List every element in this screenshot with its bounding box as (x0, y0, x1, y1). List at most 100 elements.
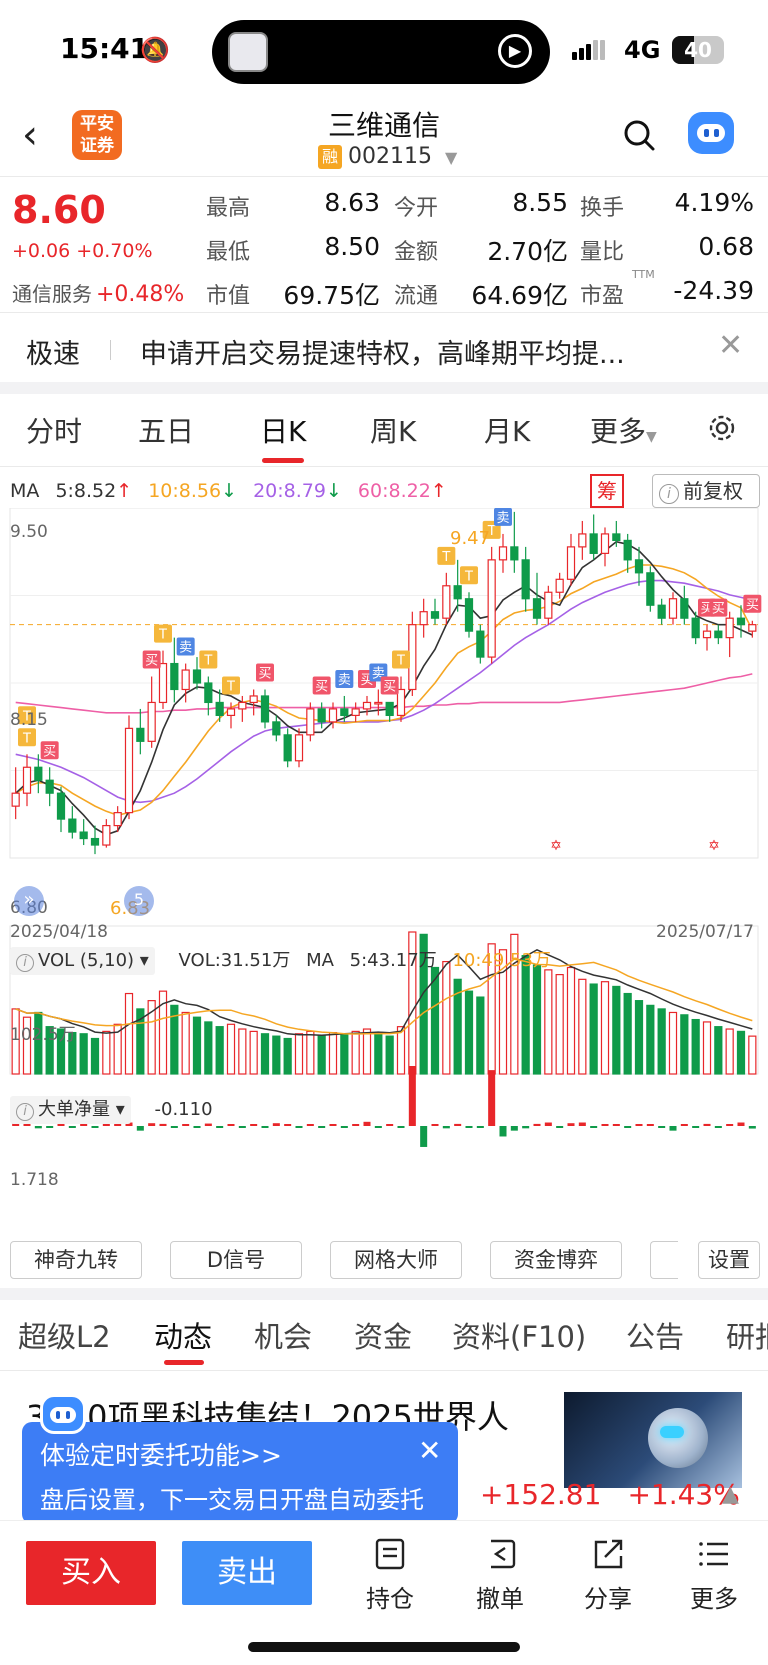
d-signal-button[interactable]: D信号 (170, 1241, 302, 1279)
assistant-robot-icon[interactable] (688, 112, 734, 154)
ma10-line (15, 564, 754, 817)
big-order-bar (748, 1126, 756, 1129)
share-button[interactable]: 分享 (568, 1537, 648, 1614)
tab-daily-k[interactable]: 日K (260, 415, 307, 448)
big-order-bar (454, 1123, 462, 1126)
signal-tag-label: T (464, 569, 473, 584)
tab-f10[interactable]: 资料(F10) (452, 1320, 587, 1354)
active-tab-indicator (164, 1360, 204, 1365)
candle (45, 779, 54, 794)
quote-value: 69.75亿 (283, 281, 380, 310)
big-order-bar (159, 1123, 167, 1126)
chip-distribution-button[interactable]: 筹 (590, 474, 624, 508)
vol-ma-label: MA (306, 950, 334, 971)
stock-code-selector[interactable]: 融 002115 ▼ (318, 144, 457, 169)
share-icon (594, 1539, 623, 1569)
divider (0, 1370, 768, 1371)
big-order-bar (102, 1124, 110, 1126)
divider (0, 312, 768, 313)
big-order-bar (227, 1124, 235, 1126)
more-label: 更多 (690, 1585, 738, 1613)
big-order-bar (397, 1126, 405, 1128)
section-gap (0, 382, 768, 394)
big-order-indicator-selector[interactable]: i 大单净量 ▾ (10, 1096, 131, 1124)
signal-tag-label: T (396, 654, 405, 669)
candle (351, 708, 360, 717)
grid-master-button[interactable]: 网格大师 (330, 1241, 462, 1279)
volume-indicator-selector[interactable]: i VOL (5,10) ▾ (10, 947, 155, 975)
big-order-bar (250, 1124, 258, 1126)
candle (487, 559, 496, 658)
adjustment-selector[interactable]: i 前复权 (652, 474, 760, 508)
tab-intraday[interactable]: 分时 (26, 415, 83, 448)
positions-button[interactable]: 持仓 (350, 1537, 430, 1614)
close-icon[interactable]: ✕ (718, 328, 744, 363)
volume-bar (317, 1035, 326, 1075)
magic-nine-button[interactable]: 神奇九转 (10, 1241, 142, 1279)
settings-button[interactable]: 设置 (698, 1241, 760, 1279)
candle (22, 766, 32, 794)
big-order-label: 大单净量 (38, 1099, 110, 1120)
index-change-row[interactable]: +152.81 +1.43% (480, 1478, 740, 1511)
volume-ma-line (15, 948, 753, 1036)
ma60-value: 60:8.22↑ (357, 480, 447, 502)
capital-game-button[interactable]: 资金博弈 (490, 1241, 622, 1279)
tip-title[interactable]: 体验定时委托功能>> (40, 1441, 282, 1470)
tab-news[interactable]: 动态 (154, 1320, 213, 1354)
ma10-value: 10:8.56↓ (148, 480, 238, 502)
expand-left-icon[interactable]: » (14, 886, 44, 916)
kline-chart[interactable]: TT买T买卖TT买买卖买卖买TTTT卖T买买买✡✡ (0, 508, 768, 1238)
chevron-up-icon[interactable]: ▲ (722, 1482, 739, 1507)
signal-tag (460, 566, 478, 585)
tab-monthly-k[interactable]: 月K (484, 415, 531, 448)
network-label: 4G (624, 36, 661, 64)
tab-research[interactable]: 研报 (726, 1320, 768, 1354)
more-button[interactable]: 更多 (674, 1537, 754, 1614)
search-icon[interactable] (622, 118, 656, 152)
partial-tool-button[interactable] (650, 1241, 678, 1279)
tab-more-label: 更多 (590, 415, 647, 448)
sell-button[interactable]: 卖出 (182, 1541, 312, 1605)
ttm-superscript: TTM (632, 268, 655, 281)
signal-tag (199, 650, 218, 669)
event-star-icon: ✡ (550, 838, 562, 854)
assistant-robot-icon[interactable] (40, 1394, 86, 1434)
volume-bar (566, 966, 576, 1075)
speed-notice-bar[interactable]: 极速 申请开启交易提速特权，高峰期平均提... ✕ (0, 310, 768, 382)
bottom-action-bar: 买入 卖出 持仓 撤单 分享 更多 (0, 1520, 768, 1665)
broker-logo[interactable]: 平安 证券 (72, 110, 122, 160)
candle (170, 662, 179, 691)
tab-super-l2[interactable]: 超级L2 (18, 1320, 111, 1354)
signal-tag-label: 买 (383, 679, 396, 694)
sector-row[interactable]: 通信服务 +0.48% (12, 278, 184, 307)
buy-button[interactable]: 买入 (26, 1541, 156, 1605)
share-label: 分享 (584, 1585, 632, 1613)
candle (283, 734, 292, 762)
candle (623, 539, 632, 561)
signal-tag-label: 卖 (496, 511, 509, 526)
tab-capital[interactable]: 资金 (354, 1320, 413, 1354)
volume-bar (748, 1035, 757, 1075)
tab-opportunity[interactable]: 机会 (254, 1320, 313, 1354)
news-thumbnail[interactable] (564, 1392, 742, 1488)
candle (113, 812, 122, 827)
gear-icon[interactable] (706, 412, 738, 444)
logo-text-bottom: 证券 (80, 136, 114, 156)
back-arrow-icon[interactable]: ‹ (22, 112, 38, 158)
volume-bar (476, 996, 485, 1075)
big-order-bar (125, 1122, 133, 1126)
signal-tag-label: T (158, 628, 167, 643)
big-order-bar (612, 1124, 620, 1126)
tab-weekly-k[interactable]: 周K (370, 415, 417, 448)
index-points: +152.81 (480, 1478, 602, 1511)
candle (748, 624, 757, 632)
cancel-order-button[interactable]: 撤单 (460, 1537, 540, 1614)
tab-five-day[interactable]: 五日 (138, 415, 195, 448)
timed-order-tip[interactable]: 体验定时委托功能>> 盘后设置，下一交易日开盘自动委托 ✕ (22, 1422, 458, 1524)
big-order-bar (510, 1126, 518, 1131)
event-marker-icon[interactable]: 5 (124, 886, 154, 916)
close-icon[interactable]: ✕ (418, 1434, 442, 1467)
tab-more[interactable]: 更多▼ (590, 410, 657, 450)
vol-ma5: 5:43.17万 (349, 950, 437, 971)
tab-announcement[interactable]: 公告 (626, 1320, 685, 1354)
